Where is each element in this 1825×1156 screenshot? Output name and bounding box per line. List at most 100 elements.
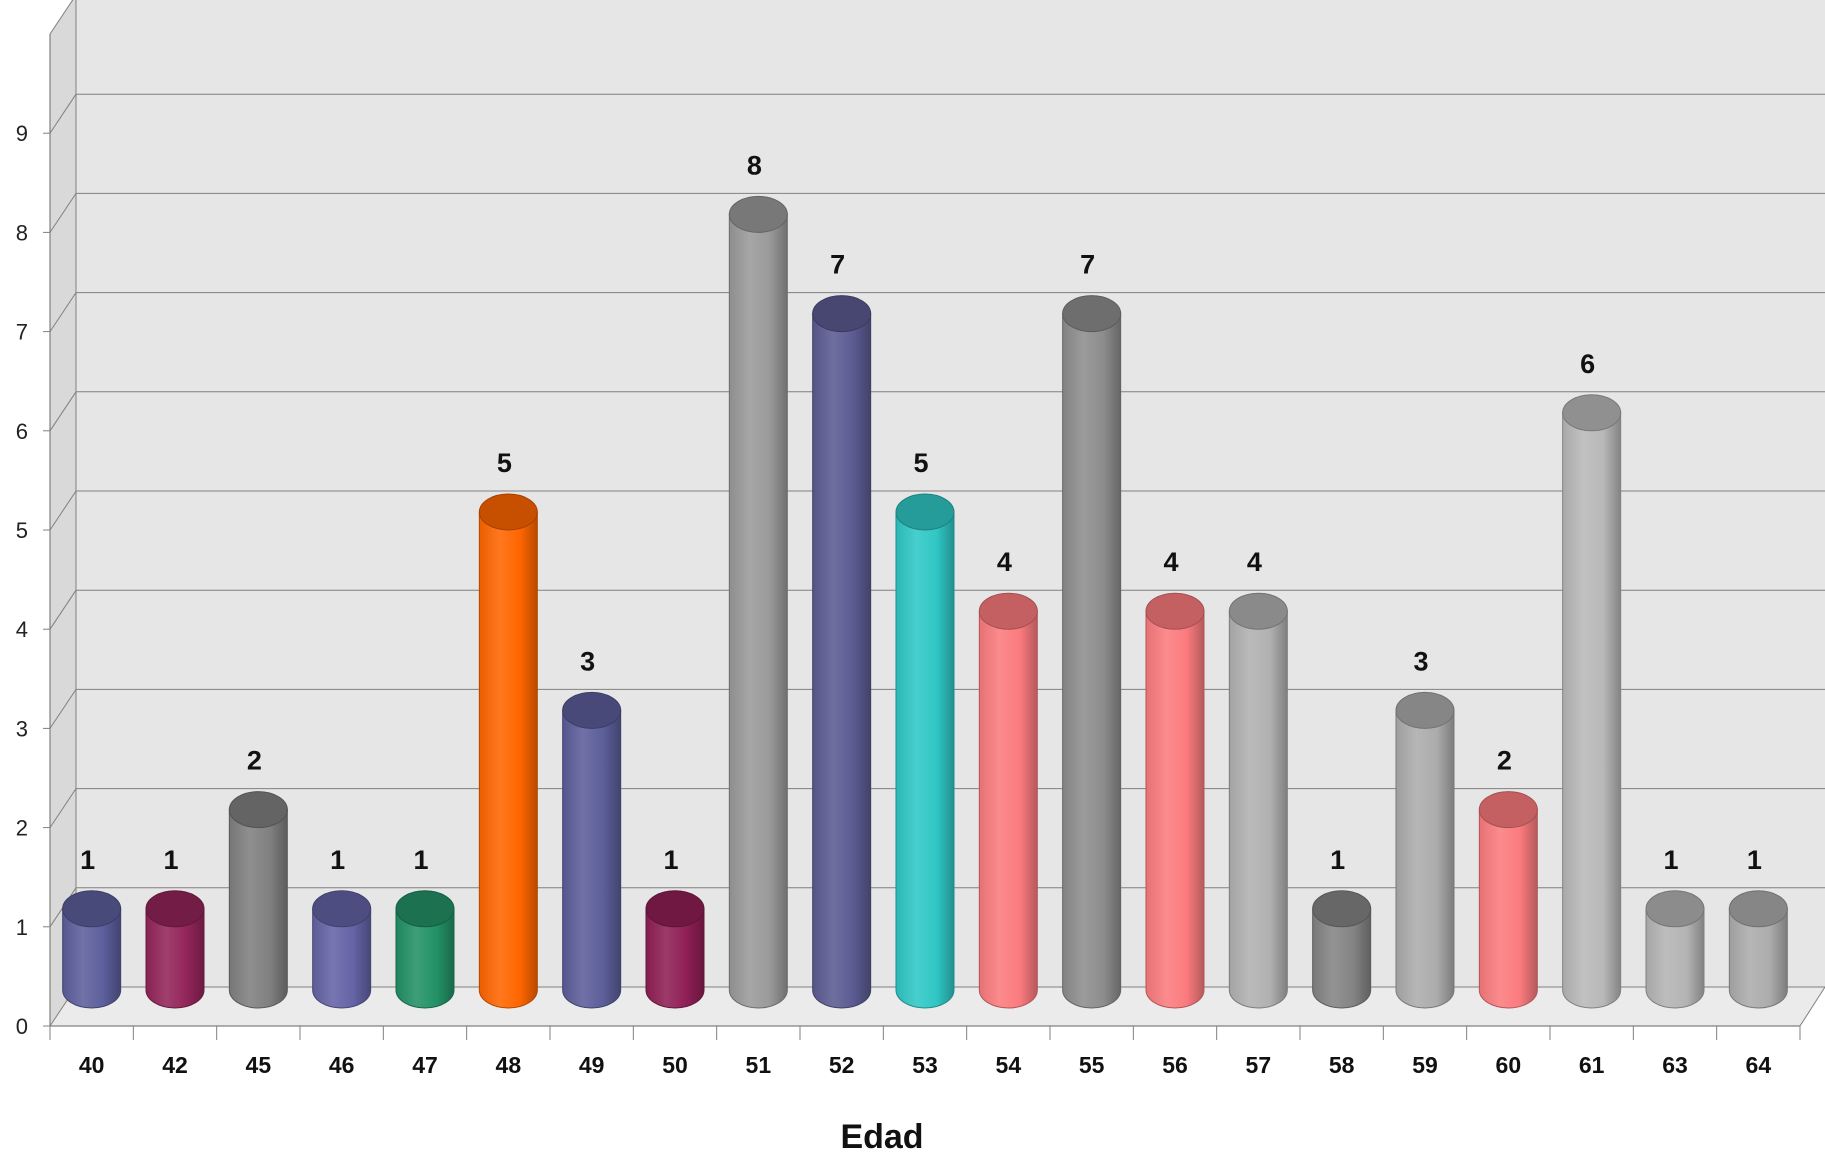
bar-top (312, 890, 372, 928)
side-gridline (49, 391, 77, 432)
x-tick-label: 50 (662, 1052, 688, 1078)
bar-56 (1145, 592, 1205, 1009)
bar-top (728, 195, 788, 233)
data-label: 4 (997, 547, 1012, 577)
y-tick-label: 1 (16, 915, 28, 940)
data-label: 1 (413, 845, 428, 875)
data-label: 3 (580, 646, 595, 676)
bar-body (1312, 908, 1372, 1009)
bar-45 (228, 791, 288, 1009)
data-labels: 1 1 2 1 1 5 3 1 8 7 5 4 7 4 4 1 3 2 6 1 1 (80, 150, 1762, 874)
x-tick-label: 58 (1329, 1052, 1355, 1078)
bar-46 (312, 890, 372, 1009)
bar-body (145, 908, 205, 1009)
y-tick-label: 3 (16, 716, 28, 741)
bar-body (645, 908, 705, 1009)
y-tick-label: 4 (16, 617, 28, 642)
x-tick-label: 51 (746, 1052, 772, 1078)
bar-body (1728, 908, 1788, 1009)
bar-top (395, 890, 455, 928)
x-tick-label: 61 (1579, 1052, 1605, 1078)
bar-top (1645, 890, 1705, 928)
axes (49, 0, 1825, 1027)
y-tick-label: 6 (16, 419, 28, 444)
side-gridline (49, 788, 77, 828)
bar-54 (978, 592, 1038, 1009)
bar-top (1562, 394, 1622, 432)
floor-edge (1799, 986, 1825, 1027)
bars (62, 195, 1788, 1009)
bar-body (228, 809, 288, 1009)
bar-body (395, 908, 455, 1009)
data-label: 7 (830, 250, 845, 280)
bar-51 (728, 195, 788, 1009)
x-tick-label: 59 (1412, 1052, 1438, 1078)
bar-53 (895, 493, 955, 1009)
side-gridline (49, 0, 74, 35)
bar-body (1062, 313, 1122, 1009)
bar-top (1062, 295, 1122, 333)
bar-top (645, 890, 705, 928)
y-axis-ticks: 0 1 2 3 4 5 6 7 8 9 (16, 121, 50, 1039)
x-tick-label: 53 (912, 1052, 938, 1078)
data-label: 8 (747, 150, 762, 180)
side-gridline (49, 490, 77, 531)
bar-body (1395, 709, 1455, 1009)
x-tick-label: 63 (1662, 1052, 1688, 1078)
data-label: 1 (80, 845, 95, 875)
bar-48 (478, 493, 538, 1009)
bar-55 (1062, 295, 1122, 1009)
data-label: 3 (1413, 646, 1428, 676)
data-label: 1 (663, 845, 678, 875)
data-label: 2 (247, 746, 262, 776)
bar-50 (645, 890, 705, 1009)
bar-body (62, 908, 122, 1009)
bar-body (1645, 908, 1705, 1009)
x-tick-label: 60 (1496, 1052, 1522, 1078)
y-tick-label: 0 (16, 1014, 28, 1039)
x-tick-label: 48 (496, 1052, 522, 1078)
side-gridline (49, 93, 77, 134)
bar-64 (1728, 890, 1788, 1009)
x-tick-label: 46 (329, 1052, 355, 1078)
bar-top (562, 691, 622, 729)
bar-top (62, 890, 122, 928)
y-tick-label: 5 (16, 518, 28, 543)
x-tick-label: 47 (412, 1052, 438, 1078)
bar-body (478, 511, 538, 1009)
bar-body (562, 709, 622, 1009)
side-gridline (49, 689, 77, 729)
x-tick-label: 52 (829, 1052, 855, 1078)
x-tick-label: 42 (162, 1052, 188, 1078)
data-label: 1 (163, 845, 178, 875)
bar-body (1478, 809, 1538, 1009)
x-axis-title: Edad (840, 1118, 923, 1156)
bar-body (812, 313, 872, 1009)
x-tick-label: 40 (79, 1052, 105, 1078)
data-label: 2 (1497, 746, 1512, 776)
bar-body (1145, 610, 1205, 1009)
data-label: 4 (1163, 547, 1178, 577)
bar-top (1145, 592, 1205, 630)
bar-body (312, 908, 372, 1009)
bar-body (895, 511, 955, 1009)
x-tick-label: 49 (579, 1052, 605, 1078)
bar-47 (395, 890, 455, 1009)
bar-59 (1395, 691, 1455, 1009)
x-tick-label: 56 (1162, 1052, 1188, 1078)
data-label: 6 (1580, 349, 1595, 379)
bar-57 (1228, 592, 1288, 1009)
y-tick-label: 7 (16, 320, 28, 345)
side-gridline (49, 193, 77, 233)
bar-body (728, 213, 788, 1009)
bar-top (812, 295, 872, 333)
x-tick-label: 57 (1246, 1052, 1272, 1078)
data-label: 1 (330, 845, 345, 875)
bar-top (895, 493, 955, 531)
data-label: 1 (1663, 845, 1678, 875)
bar-body (978, 610, 1038, 1009)
bar-42 (145, 890, 205, 1009)
bar-63 (1645, 890, 1705, 1009)
bar-body (1228, 610, 1288, 1009)
